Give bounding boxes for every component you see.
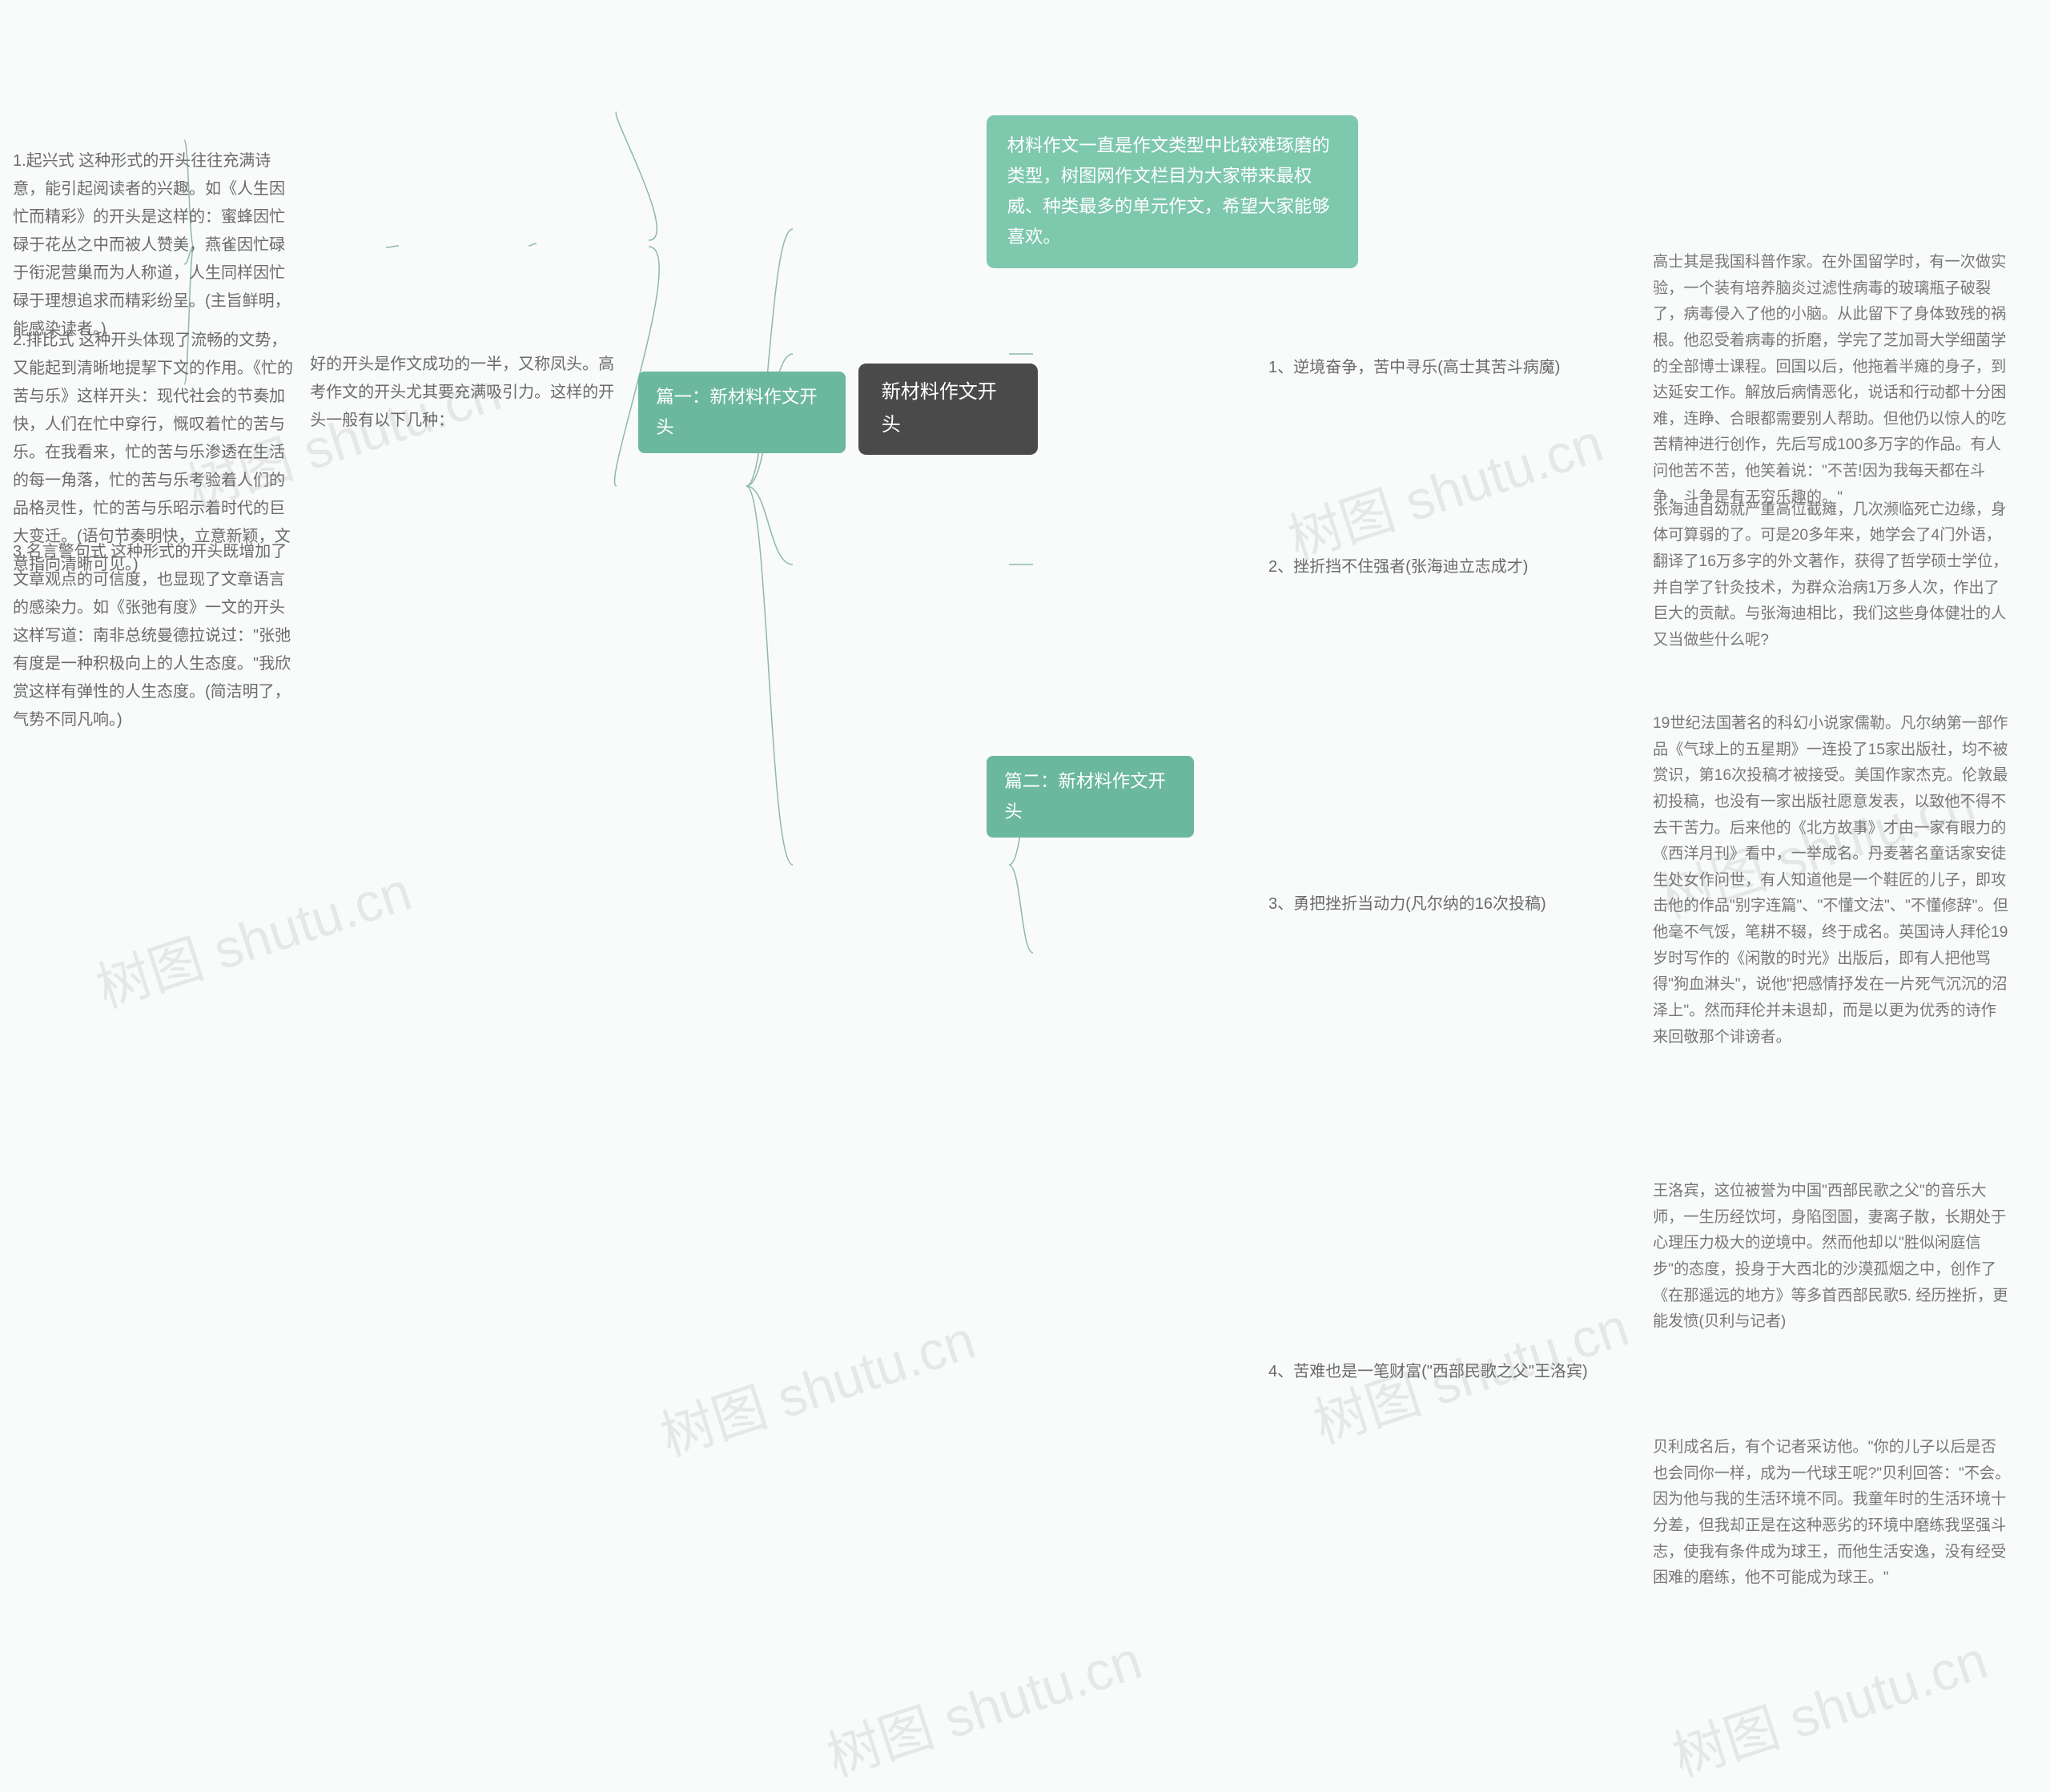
branch-left: 篇一：新材料作文开头 [638, 372, 846, 453]
left-mid: 好的开头是作文成功的一半，又称凤头。高考作文的开头尤其要充满吸引力。这样的开头一… [310, 351, 617, 435]
right-item-title-3: 4、苦难也是一笔财富("西部民歌之父"王洛宾) [1268, 1358, 1614, 1386]
intro-box: 材料作文一直是作文类型中比较难琢磨的类型，树图网作文栏目为大家带来最权威、种类最… [987, 115, 1358, 268]
right-item-detail-1: 张海迪自幼就严重高位截瘫，几次濒临死亡边缘，身体可算弱的了。可是20多年来，她学… [1653, 497, 2012, 654]
right-item-title-2: 3、勇把挫折当动力(凡尔纳的16次投稿) [1268, 890, 1614, 918]
right-item-detail-3-0: 王洛宾，这位被誉为中国"西部民歌之父"的音乐大师，一生历经饮坷，身陷囹圄，妻离子… [1653, 1179, 2012, 1336]
branch-left-label: 篇一：新材料作文开头 [656, 387, 818, 437]
right-item-detail-0: 高士其是我国科普作家。在外国留学时，有一次做实验，一个装有培养脑炎过滤性病毒的玻… [1653, 250, 2012, 511]
root-label: 新材料作文开头 [882, 381, 997, 436]
right-item-title-0: 1、逆境奋争，苦中寻乐(高士其苦斗病魔) [1268, 354, 1614, 382]
left-mid-text: 好的开头是作文成功的一半，又称凤头。高考作文的开头尤其要充满吸引力。这样的开头一… [310, 356, 614, 429]
watermark: 树图 shutu.cn [816, 1617, 1150, 1791]
root-node: 新材料作文开头 [858, 364, 1038, 455]
watermark: 树图 shutu.cn [649, 1296, 983, 1471]
right-item-title-1: 2、挫折挡不住强者(张海迪立志成才) [1268, 553, 1614, 581]
left-item-0: 1.起兴式 这种形式的开头往往充满诗意，能引起阅读者的兴趣。如《人生因忙而精彩》… [13, 147, 295, 344]
branch-right: 篇二：新材料作文开头 [987, 756, 1194, 838]
left-item-2: 3.名言警句式 这种形式的开头既增加了文章观点的可信度，也显现了文章语言的感染力… [13, 538, 295, 734]
branch-right-label: 篇二：新材料作文开头 [1004, 771, 1166, 822]
intro-text: 材料作文一直是作文类型中比较难琢磨的类型，树图网作文栏目为大家带来最权威、种类最… [1007, 135, 1330, 247]
right-item-detail-3-1: 贝利成名后，有个记者采访他。"你的儿子以后是否也会同你一样，成为一代球王呢?"贝… [1653, 1435, 2012, 1592]
watermark: 树图 shutu.cn [1662, 1617, 1996, 1791]
right-item-detail-2: 19世纪法国著名的科幻小说家儒勒。凡尔纳第一部作品《气球上的五星期》一连投了15… [1653, 711, 2012, 1051]
